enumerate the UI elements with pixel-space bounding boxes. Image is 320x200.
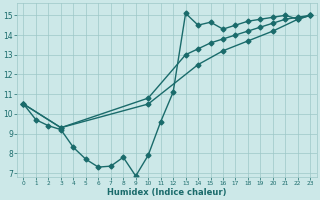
X-axis label: Humidex (Indice chaleur): Humidex (Indice chaleur) xyxy=(107,188,227,197)
